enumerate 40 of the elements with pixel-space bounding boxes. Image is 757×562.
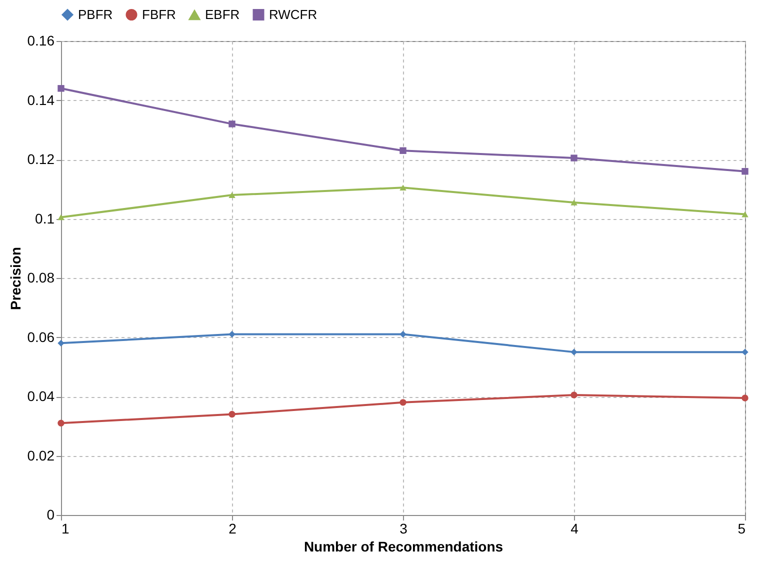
point bbox=[228, 192, 236, 198]
legend-label: EBFR bbox=[205, 7, 240, 22]
y-tick-label: 0.12 bbox=[27, 151, 55, 167]
legend-label: FBFR bbox=[142, 6, 176, 22]
point bbox=[742, 348, 748, 356]
x-axis-title: Number of Recommendations bbox=[304, 538, 504, 554]
y-tick-label: 0.08 bbox=[27, 270, 55, 286]
point bbox=[400, 184, 406, 191]
point bbox=[742, 168, 748, 175]
y-tick-label: 0.16 bbox=[27, 32, 55, 48]
point bbox=[570, 154, 578, 162]
y-tick-label: 0.04 bbox=[27, 388, 55, 404]
y-tick-label: 0.06 bbox=[27, 328, 55, 345]
y-tick-label: 0.02 bbox=[27, 447, 55, 464]
point bbox=[400, 330, 406, 338]
y-tick-label: 0.1 bbox=[35, 210, 55, 226]
x-tick-label: 4 bbox=[570, 520, 579, 536]
y-axis-title: Precision bbox=[7, 246, 24, 310]
point bbox=[228, 330, 236, 338]
point bbox=[58, 420, 64, 427]
point bbox=[228, 120, 236, 128]
point bbox=[570, 392, 578, 398]
point bbox=[400, 399, 406, 406]
point bbox=[742, 211, 748, 218]
x-tick-label: 3 bbox=[400, 520, 408, 536]
point bbox=[58, 85, 64, 92]
point bbox=[570, 348, 578, 356]
legend-label: PBFR bbox=[78, 6, 113, 22]
point bbox=[400, 147, 406, 154]
y-tick-label: 0.14 bbox=[27, 92, 55, 108]
point bbox=[58, 340, 64, 347]
x-tick-label: 5 bbox=[738, 520, 746, 536]
point bbox=[742, 394, 748, 402]
point bbox=[570, 200, 578, 206]
legend-label: RWCFR bbox=[269, 6, 318, 22]
point bbox=[228, 410, 236, 418]
point bbox=[58, 214, 64, 220]
x-tick-label: 1 bbox=[62, 520, 70, 536]
x-tick-label: 2 bbox=[228, 520, 237, 536]
y-tick-label: 0 bbox=[46, 506, 55, 522]
